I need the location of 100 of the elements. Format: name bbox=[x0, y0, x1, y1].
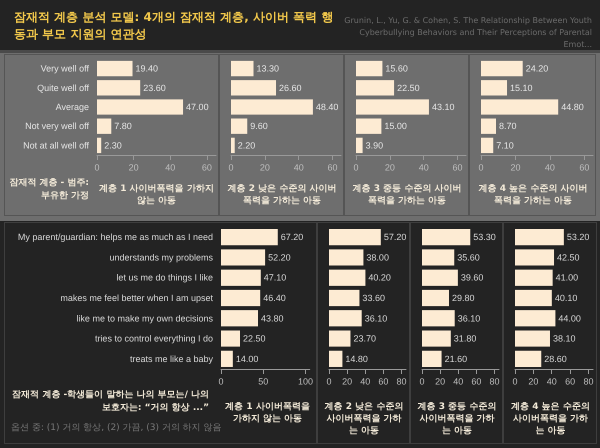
data-label: 40.10 bbox=[554, 293, 578, 303]
bar bbox=[231, 138, 235, 154]
data-label: 33.60 bbox=[362, 293, 385, 303]
bar bbox=[422, 310, 455, 326]
data-label: 15.00 bbox=[384, 121, 407, 132]
data-label: 2.30 bbox=[104, 140, 122, 150]
bar bbox=[422, 229, 470, 246]
data-label: 35.60 bbox=[457, 252, 480, 262]
x-tick-label: 40 bbox=[418, 162, 429, 172]
data-label: 23.70 bbox=[353, 334, 376, 344]
y-axis-title: 잠재적 계층 -학생들이 말하는 나의 부모는/ 나의 보호자는: “거의 항상 ...” bbox=[11, 389, 209, 415]
data-label: 7.80 bbox=[114, 121, 132, 132]
data-label: 44.80 bbox=[561, 102, 584, 112]
data-label: 47.10 bbox=[264, 272, 286, 283]
bar bbox=[221, 290, 260, 306]
x-axis-title: 계층 2 낮은 수준의 사이버폭력을 가하는 아동 bbox=[226, 183, 338, 207]
bar bbox=[356, 80, 394, 96]
x-tick-label: 60 bbox=[202, 162, 212, 172]
bar bbox=[329, 330, 350, 347]
bar bbox=[356, 138, 363, 154]
bar bbox=[515, 249, 554, 266]
data-label: 22.50 bbox=[397, 82, 420, 93]
y-tick-label: Not very well off bbox=[25, 121, 90, 132]
x-tick-label: 40 bbox=[165, 162, 176, 172]
data-label: 47.00 bbox=[186, 102, 209, 112]
bar bbox=[221, 249, 266, 266]
data-label: 22.50 bbox=[243, 334, 266, 344]
x-tick-label: 0 bbox=[353, 162, 359, 172]
y-tick-label: My parent/guardian: helps me as much as I need bbox=[18, 232, 213, 242]
y-tick-label: Very well off bbox=[40, 64, 90, 74]
bar bbox=[329, 310, 362, 326]
x-tick-label: 20 bbox=[128, 162, 139, 172]
bar bbox=[515, 290, 552, 306]
data-label: 14.00 bbox=[236, 354, 258, 364]
data-label: 42.50 bbox=[557, 252, 580, 262]
bar bbox=[356, 99, 429, 115]
data-label: 9.60 bbox=[250, 121, 268, 132]
y-tick-label: like me to make my own decisions bbox=[76, 313, 214, 324]
data-label: 13.30 bbox=[256, 64, 280, 74]
x-tick-label: 40 bbox=[453, 376, 464, 386]
data-label: 26.60 bbox=[279, 82, 302, 93]
x-tick-label: 20 bbox=[260, 162, 270, 172]
bar bbox=[329, 249, 364, 266]
bar bbox=[329, 290, 360, 306]
x-tick-label: 0 bbox=[419, 376, 425, 386]
x-tick-label: 60 bbox=[452, 162, 463, 172]
data-label: 38.10 bbox=[552, 334, 576, 344]
bar bbox=[515, 350, 542, 367]
bar bbox=[422, 290, 449, 306]
text: 옵션 중: (1) 거의 항상, (2) 가끔, (3) 거의 하지 않음 bbox=[11, 422, 222, 434]
x-axis-title: 계층 1 사이버폭력을 가하지 않는 아동 bbox=[99, 183, 214, 207]
bar bbox=[515, 310, 556, 326]
text: Grunin, L., Yu, G. & Cohen, S. The Relationship Between Youth Cyberbullying Behaviors and Their Perceptions of Parental Emot... bbox=[343, 15, 592, 51]
data-label: 7.10 bbox=[496, 140, 514, 150]
data-label: 19.40 bbox=[136, 64, 158, 74]
bar bbox=[221, 270, 261, 286]
y-axis-title: 잠재적 계층 - 범주: 부유한 가정 bbox=[9, 177, 89, 203]
bar bbox=[221, 330, 240, 347]
y-tick-label: Not at all well off bbox=[23, 140, 90, 150]
x-tick-label: 0 bbox=[478, 162, 484, 172]
data-label: 36.10 bbox=[458, 313, 480, 324]
x-axis-title: 계층 2 낮은 수준의 사이버폭력을 가하는 아동 bbox=[324, 401, 404, 437]
x-tick-label: 60 bbox=[378, 376, 388, 386]
y-tick-label: treats me like a baby bbox=[130, 354, 214, 364]
data-label: 15.60 bbox=[385, 64, 408, 74]
bar bbox=[481, 138, 494, 154]
y-tick-label: Quite well off bbox=[37, 82, 90, 93]
bar bbox=[422, 249, 454, 266]
x-tick-label: 0 bbox=[94, 162, 100, 172]
data-label: 14.80 bbox=[345, 354, 368, 364]
data-label: 24.20 bbox=[526, 64, 548, 74]
data-label: 39.60 bbox=[460, 272, 484, 283]
x-axis-title: 계층 4 높은 수준의 사이버폭력을 가하는 아동 bbox=[478, 183, 588, 207]
bar bbox=[481, 118, 496, 134]
bar bbox=[481, 60, 523, 76]
x-tick-label: 60 bbox=[471, 376, 482, 386]
bar bbox=[231, 80, 276, 96]
x-tick-label: 80 bbox=[489, 376, 500, 386]
x-tick-label: 40 bbox=[360, 376, 370, 386]
x-tick-label: 60 bbox=[565, 376, 576, 386]
x-tick-label: 20 bbox=[510, 162, 520, 172]
data-label: 38.00 bbox=[366, 252, 389, 262]
x-tick-label: 80 bbox=[396, 376, 406, 386]
bar bbox=[422, 350, 442, 367]
bar bbox=[221, 229, 278, 246]
data-label: 2.20 bbox=[238, 140, 256, 150]
bar bbox=[97, 138, 102, 154]
data-label: 21.60 bbox=[444, 354, 468, 364]
x-tick-label: 20 bbox=[435, 376, 446, 386]
data-label: 40.20 bbox=[368, 272, 391, 283]
data-label: 29.80 bbox=[452, 293, 475, 303]
bar bbox=[356, 60, 382, 76]
bar bbox=[356, 118, 382, 134]
bar bbox=[422, 330, 451, 347]
data-label: 36.10 bbox=[364, 313, 388, 324]
x-tick-label: 20 bbox=[528, 376, 538, 386]
x-axis-title: 계층 4 높은 수준의 사이버폭력을 가하는 아동 bbox=[510, 401, 591, 437]
data-label: 41.00 bbox=[556, 272, 578, 283]
data-label: 15.10 bbox=[510, 82, 533, 93]
y-tick-label: Average bbox=[56, 102, 89, 112]
